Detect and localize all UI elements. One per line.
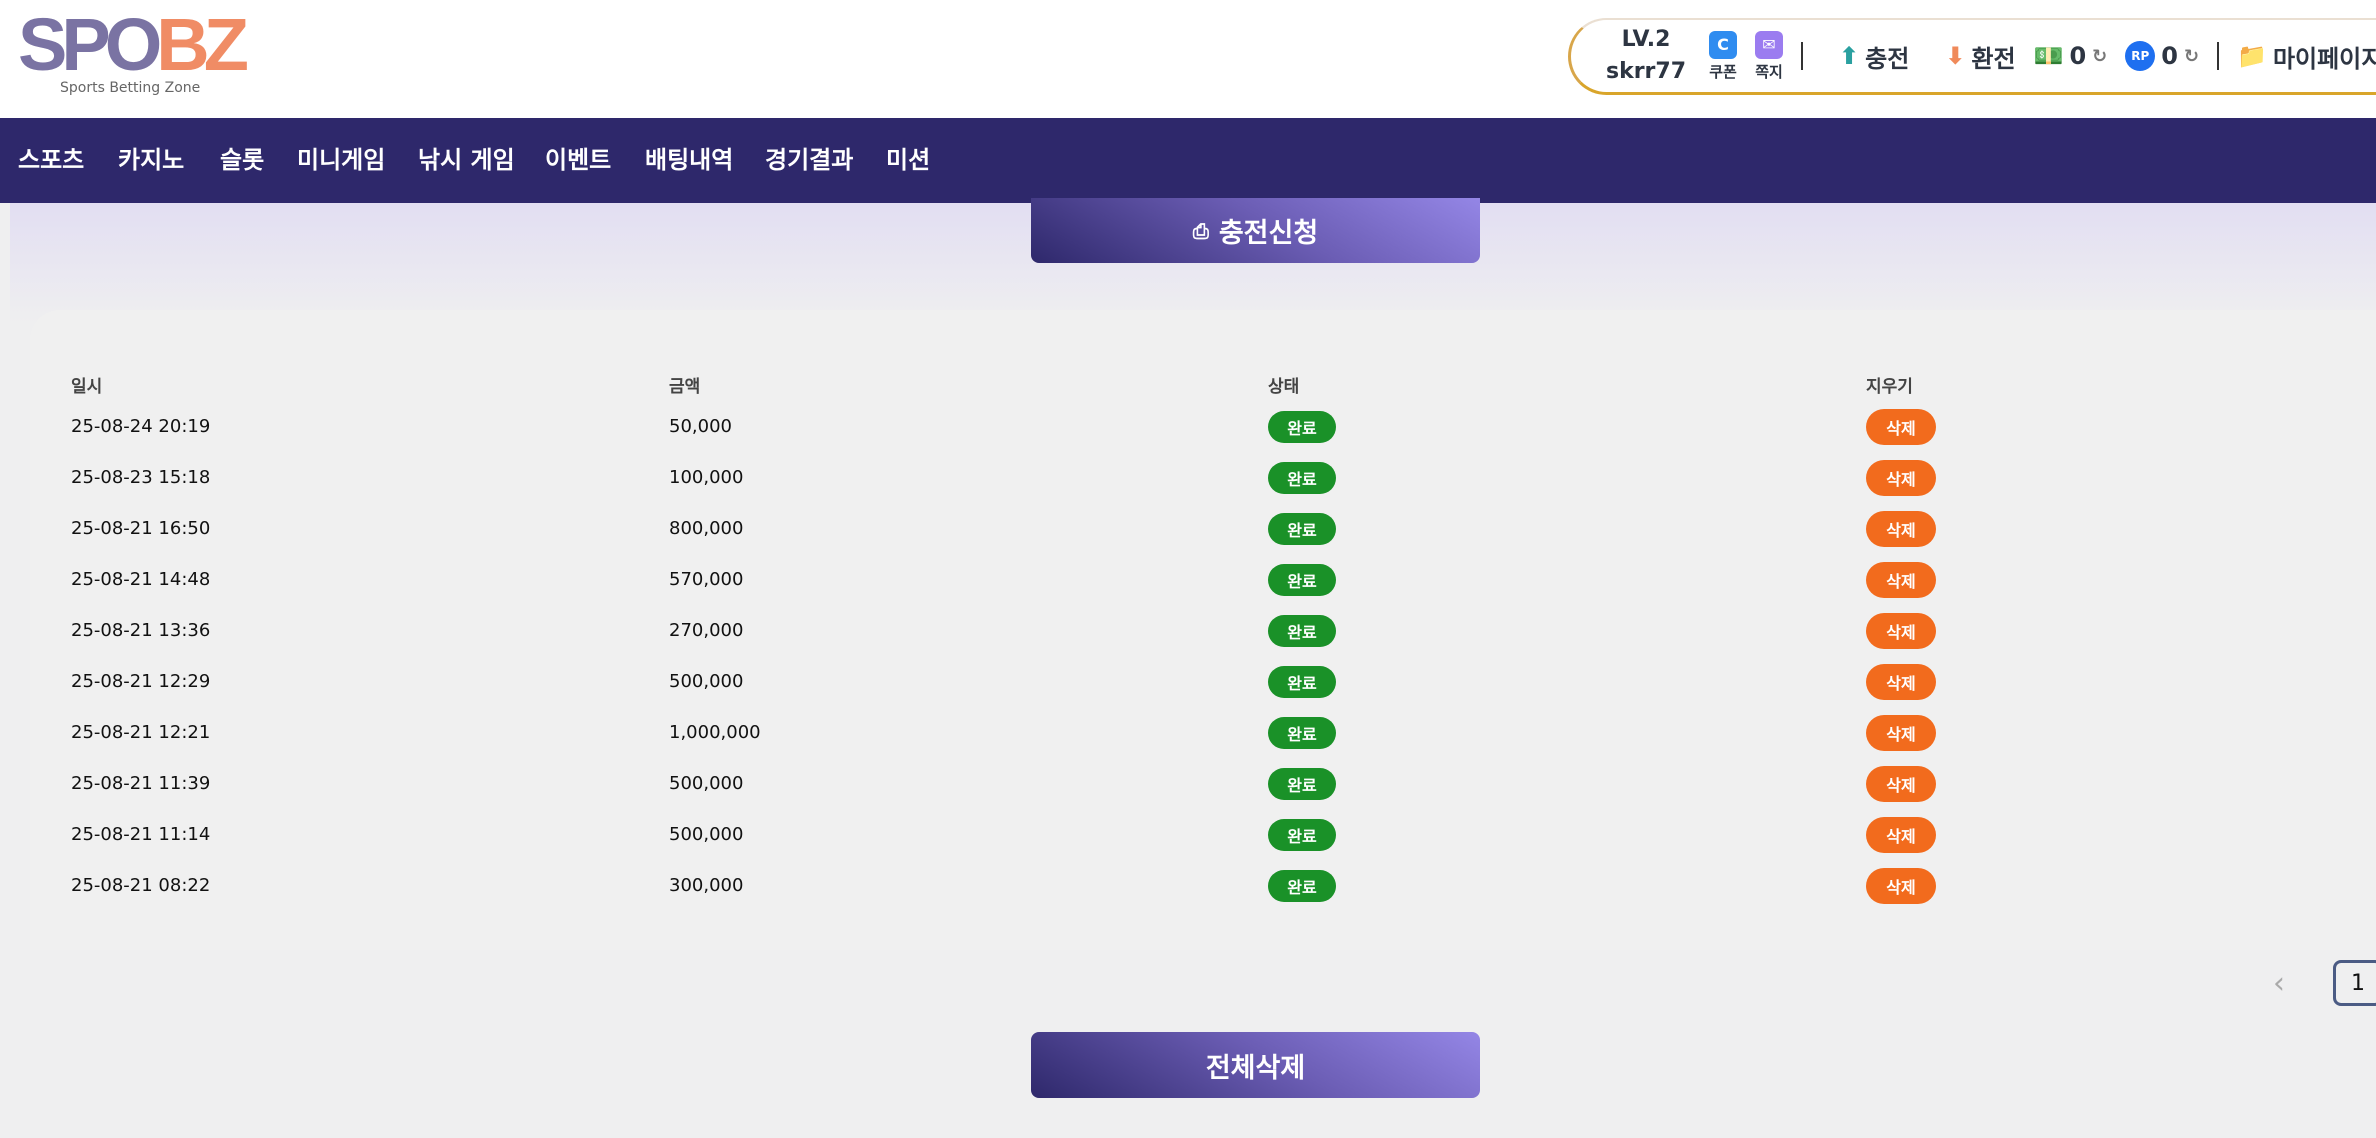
status-badge: 완료	[1268, 666, 1336, 698]
withdraw-button[interactable]: ⬇ 환전	[1945, 39, 2015, 74]
delete-button[interactable]: 삭제	[1866, 664, 1936, 700]
row-date: 25-08-21 16:50	[71, 518, 211, 539]
page-1-button[interactable]: 1	[2333, 960, 2376, 1006]
delete-button[interactable]: 삭제	[1866, 562, 1936, 598]
message-button[interactable]: ✉ 쪽지	[1755, 30, 1783, 82]
delete-button[interactable]: 삭제	[1866, 868, 1936, 904]
nav-casino[interactable]: 카지노	[118, 146, 185, 174]
nav-slot[interactable]: 슬롯	[220, 146, 265, 174]
row-amount: 500,000	[669, 773, 744, 794]
message-label: 쪽지	[1755, 62, 1783, 81]
row-amount: 1,000,000	[669, 722, 761, 743]
money-icon: 💵	[2033, 42, 2064, 70]
logo-text-accent: BZ	[156, 3, 249, 86]
status-badge: 완료	[1268, 717, 1336, 749]
delete-button[interactable]: 삭제	[1866, 613, 1936, 649]
nav-mission[interactable]: 미션	[886, 146, 931, 174]
history-table	[30, 310, 2376, 950]
row-date: 25-08-24 20:19	[71, 416, 211, 437]
row-date: 25-08-21 08:22	[71, 875, 211, 896]
mail-icon: ✉	[1755, 30, 1783, 59]
row-date: 25-08-21 14:48	[71, 569, 211, 590]
divider	[1801, 42, 1803, 70]
row-amount: 300,000	[669, 875, 744, 896]
nav-fishing-game[interactable]: 낚시 게임	[418, 146, 515, 174]
coupon-button[interactable]: C 쿠폰	[1709, 30, 1737, 82]
points-value: 0	[2161, 42, 2178, 70]
username: skrr77	[1605, 59, 1687, 84]
request-icon: ⎙	[1192, 218, 1209, 243]
cash-value: 0	[2069, 42, 2087, 70]
folder-icon: 📁	[2237, 42, 2267, 70]
prev-page-button[interactable]: ‹	[2273, 966, 2285, 1001]
user-panel: LV.2 skrr77 C 쿠폰 ✉ 쪽지 ⬆ 충전 ⬇ 환전 💵 0 ↻ RP 0 ↻ 📁 마이페…	[1568, 18, 2376, 95]
nav-event[interactable]: 이벤트	[545, 146, 612, 174]
delete-button[interactable]: 삭제	[1866, 766, 1936, 802]
rp-icon: RP	[2125, 41, 2156, 71]
deposit-icon: ⬆	[1839, 42, 1860, 70]
user-level: LV.2	[1621, 27, 1671, 52]
row-amount: 800,000	[669, 518, 744, 539]
status-badge: 완료	[1268, 564, 1336, 596]
main-nav: 스포츠 카지노 슬롯 미니게임 낚시 게임 이벤트 배팅내역 경기결과 미션	[0, 118, 2376, 203]
logo[interactable]: SPOBZ Sports Betting Zone	[18, 8, 249, 104]
row-amount: 270,000	[669, 620, 744, 641]
deposit-request-label: 충전신청	[1218, 218, 1319, 249]
col-header-status: 상태	[1268, 377, 1300, 397]
delete-button[interactable]: 삭제	[1866, 817, 1936, 853]
status-badge: 완료	[1268, 870, 1336, 902]
status-badge: 완료	[1268, 819, 1336, 851]
divider	[2217, 42, 2220, 70]
logo-text: SPO	[18, 3, 162, 86]
row-date: 25-08-23 15:18	[71, 467, 211, 488]
row-date: 25-08-21 13:36	[71, 620, 211, 641]
mypage-button[interactable]: 📁 마이페이지	[2237, 39, 2376, 74]
row-amount: 570,000	[669, 569, 744, 590]
row-amount: 500,000	[669, 671, 744, 692]
withdraw-icon: ⬇	[1945, 42, 1966, 70]
deposit-label: 충전	[1865, 44, 1910, 73]
delete-all-label: 전체삭제	[1205, 1052, 1306, 1084]
mypage-label: 마이페이지	[2272, 44, 2376, 73]
nav-sports[interactable]: 스포츠	[18, 146, 85, 174]
nav-results[interactable]: 경기결과	[765, 146, 854, 174]
status-badge: 완료	[1268, 615, 1336, 647]
coupon-label: 쿠폰	[1709, 62, 1737, 81]
withdraw-label: 환전	[1971, 44, 2016, 73]
cash-balance: 💵 0 ↻	[2034, 42, 2108, 70]
refresh-icon[interactable]: ↻	[2183, 45, 2200, 67]
row-date: 25-08-21 11:39	[71, 773, 211, 794]
status-badge: 완료	[1268, 513, 1336, 545]
delete-button[interactable]: 삭제	[1866, 409, 1936, 445]
delete-button[interactable]: 삭제	[1866, 511, 1936, 547]
row-amount: 500,000	[669, 824, 744, 845]
delete-button[interactable]: 삭제	[1866, 715, 1936, 751]
delete-button[interactable]: 삭제	[1866, 460, 1936, 496]
status-badge: 완료	[1268, 411, 1336, 443]
header: SPOBZ Sports Betting Zone LV.2 skrr77 C 쿠폰…	[0, 0, 2376, 118]
points-balance: RP 0 ↻	[2125, 41, 2199, 71]
nav-bet-history[interactable]: 배팅내역	[645, 146, 734, 174]
deposit-request-button[interactable]: ⎙ 충전신청	[1031, 198, 1480, 263]
col-header-delete: 지우기	[1866, 377, 1913, 397]
nav-minigame[interactable]: 미니게임	[297, 146, 386, 174]
deposit-button[interactable]: ⬆ 충전	[1839, 39, 1909, 74]
coupon-icon: C	[1709, 30, 1737, 59]
row-date: 25-08-21 11:14	[71, 824, 211, 845]
status-badge: 완료	[1268, 462, 1336, 494]
row-amount: 50,000	[669, 416, 732, 437]
col-header-date: 일시	[71, 377, 103, 397]
status-badge: 완료	[1268, 768, 1336, 800]
refresh-icon[interactable]: ↻	[2092, 45, 2108, 67]
row-date: 25-08-21 12:21	[71, 722, 211, 743]
delete-all-button[interactable]: 전체삭제	[1031, 1032, 1480, 1098]
row-date: 25-08-21 12:29	[71, 671, 211, 692]
row-amount: 100,000	[669, 467, 744, 488]
col-header-amount: 금액	[669, 377, 701, 397]
logo-subtitle: Sports Betting Zone	[60, 80, 201, 96]
